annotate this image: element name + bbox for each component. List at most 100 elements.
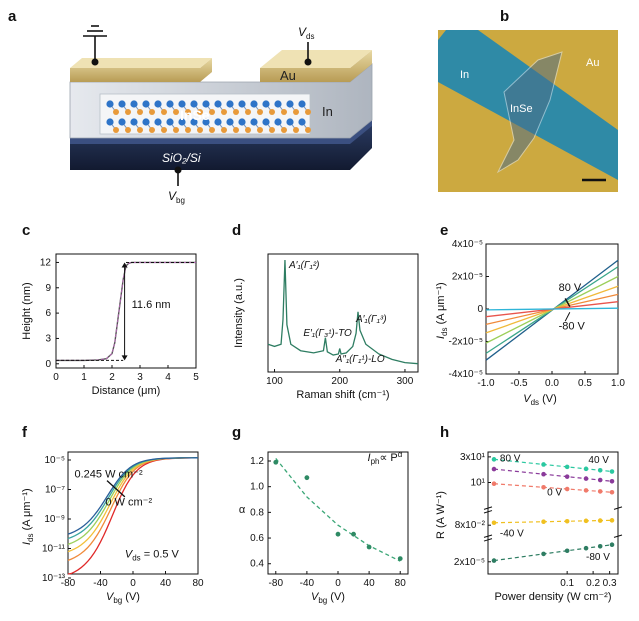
y-axis-label: Intensity (a.u.) [233,278,245,348]
annotation-high-power: 0.245 W cm⁻² [75,469,143,481]
vbg-label: Vbg [168,189,185,205]
in-atom [113,127,119,133]
data-point [564,464,570,470]
series-label: 0 V [547,488,562,499]
se-atom [106,100,114,108]
fit-line [56,261,196,361]
se-atom [190,100,198,108]
y-axis-label: α [239,504,246,516]
se-atom [274,118,282,126]
y-tick-label: 0.4 [250,559,264,570]
x-tick-label: 0 [335,578,341,589]
chart-g: -80 -40 0 40 80 0.4 0.6 0.8 1.0 1.2 Iph∝ Pα Vbg (V)… [239,450,409,605]
fit-curve [275,458,401,562]
chart-h: 3x10¹ 10¹ 8x10⁻² 2x10⁻⁵ 0.1 0.2 0.3 40 V 80 V 0 V… [435,451,623,603]
vds-label: Vds [298,25,314,41]
annotation-80v: 80 V [559,282,582,294]
y-tick-label: 9 [45,283,51,294]
data-point [609,478,615,484]
in-atom [149,127,155,133]
x-tick-label: 2 [109,372,115,383]
y-axis-label: Height (nm) [21,282,33,339]
data-point [583,545,589,551]
raman-spectrum [267,259,419,365]
se-atom [286,118,294,126]
arrow-line-2 [564,312,571,322]
in-atom [185,109,191,115]
se-atom [226,118,234,126]
x-axis-label: Power density (W cm⁻²) [494,591,611,603]
axis-break [483,506,493,510]
iv-curve [485,307,619,311]
power-law-annotation: Iph∝ Pα [368,450,403,466]
y-tick-label: 0.8 [250,507,264,518]
in-atom [305,127,311,133]
x-tick-label: 200 [331,376,348,387]
in-atom [209,109,215,115]
in-atom [197,109,203,115]
x-tick-label: 80 [395,578,407,589]
x-tick-label: -1.0 [477,378,495,389]
data-point [397,556,403,561]
arrow-head-down [121,355,128,361]
b-inse-label: InSe [510,103,533,115]
data-point [597,518,603,523]
x-tick-label: 40 [364,578,376,589]
x-tick-label: 0.5 [578,378,592,389]
fit-line [493,458,613,473]
in-atom [257,109,263,115]
x-axis-label: Vds (V) [523,393,557,407]
fit-line [493,519,613,524]
au-label: Au [280,68,296,83]
se-atom [130,118,138,126]
sio2-label: SiO₂/Si [162,151,201,165]
in-atom [245,127,251,133]
peak-label: A′₁(Γ₁²) [288,260,320,271]
axis-break [483,534,493,538]
inse-label: InSe [180,107,210,123]
se-atom [166,100,174,108]
in-atom [137,109,143,115]
substrate [70,124,372,170]
au-contact-right [260,50,372,82]
step-annotation: 11.6 nm [132,299,171,311]
in-atom [161,109,167,115]
data-point [491,520,497,526]
y-tick-label: 10⁻⁵ [44,455,65,466]
data-point [491,466,497,472]
panel-label-c: c [22,222,31,239]
x-axis-label: Vbg (V) [311,591,345,605]
in-atom [305,109,311,115]
x-tick-label: 0.2 [586,578,600,589]
y-tick-label: 1.0 [250,482,264,493]
data-point [583,518,589,524]
y-tick-label: 0 [45,359,51,370]
arrow-line [106,480,126,498]
y-tick-label: 0 [477,304,483,315]
peak-label: A′₁(Γ₁³) [355,314,387,325]
data-point [273,459,279,465]
axis-break [483,538,493,542]
inse-lattice [106,100,311,133]
au-contact-left [70,58,212,82]
x-tick-label: 1 [81,372,87,383]
series-label: -40 V [500,529,524,540]
height-profile [56,261,196,362]
x-tick-label: 0 [130,578,136,589]
chart-e: -1.0 -0.5 0.0 0.5 1.0 4x10⁻⁵ 2x10⁻⁵ 0 -2x10⁻⁵ -4x… [435,239,625,407]
data-point [564,486,570,492]
se-atom [190,118,198,126]
y-tick-label: 1.2 [250,456,264,467]
data-point [304,475,310,481]
in-atom [233,127,239,133]
annotation-m80v: -80 V [559,320,586,332]
in-atom [149,109,155,115]
y-tick-label: 2x10⁻⁵ [454,557,485,568]
data-point [541,471,546,477]
se-atom [274,100,282,108]
in-atom [221,109,227,115]
x-axis-label: Vbg (V) [106,591,140,605]
in-atom [281,109,287,115]
data-point [541,519,546,525]
se-atom [202,118,210,126]
